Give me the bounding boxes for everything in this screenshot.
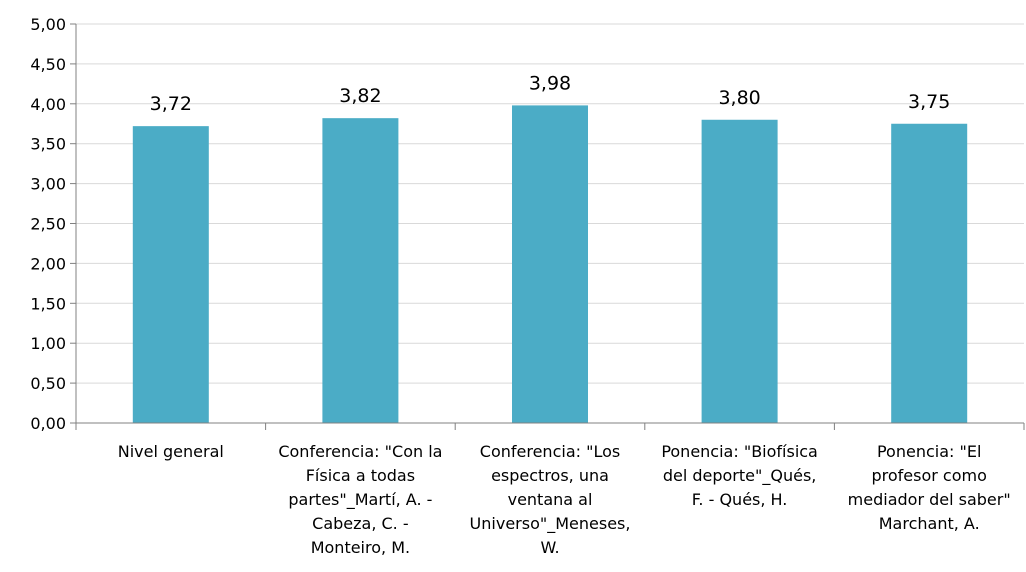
category-label-line: Física a todas <box>306 466 415 485</box>
category-label-line: Ponencia: "El <box>877 442 981 461</box>
y-tick-label: 4,00 <box>30 95 66 114</box>
category-label-line: Universo"_Meneses, <box>470 514 631 534</box>
category-label-line: Cabeza, C. - <box>312 514 408 533</box>
category-label-line: F. - Qués, H. <box>692 490 788 509</box>
bar <box>701 119 778 423</box>
bar <box>512 105 588 423</box>
bar <box>891 123 968 423</box>
y-tick-label: 2,00 <box>30 254 66 273</box>
data-label: 3,72 <box>150 93 192 115</box>
y-tick-label: 0,00 <box>30 414 66 433</box>
data-label: 3,98 <box>529 72 571 94</box>
y-tick-label: 2,50 <box>30 215 66 234</box>
axes <box>70 23 1025 430</box>
bars <box>132 105 968 424</box>
category-label-line: W. <box>540 538 559 557</box>
category-label-line: Ponencia: "Biofísica <box>661 442 818 461</box>
category-label-line: del deporte"_Qués, <box>663 466 817 486</box>
category-label-line: mediador del saber" <box>848 490 1011 509</box>
category-label: Ponencia: "El profesor como mediador del s… <box>848 442 1011 533</box>
bar <box>322 118 399 423</box>
category-label: Nivel general <box>118 442 224 461</box>
category-label: Conferencia: "Con la Física a todas partes… <box>278 442 442 557</box>
category-label-line: Conferencia: "Los <box>480 442 620 461</box>
category-label-line: espectros, una <box>491 466 609 485</box>
category-label: Conferencia: "Los espectros, una ventana a… <box>470 442 631 557</box>
y-tick-label: 5,00 <box>30 15 66 34</box>
data-label: 3,80 <box>718 87 760 109</box>
y-tick-label: 3,50 <box>30 135 66 154</box>
category-labels: Nivel general Conferencia: "Con la Física … <box>118 442 1011 557</box>
data-label: 3,82 <box>339 85 381 107</box>
y-axis-tick-labels: 0,00 0,50 1,00 1,50 2,00 2,50 3,00 3,50 4,00 4,50… <box>30 15 66 433</box>
bar <box>132 126 209 424</box>
category-label-line: Nivel general <box>118 442 224 461</box>
category-label-line: profesor como <box>871 466 986 485</box>
category-label-line: Marchant, A. <box>879 514 980 533</box>
y-tick-label: 0,50 <box>30 374 66 393</box>
category-label-line: ventana al <box>508 490 593 509</box>
y-tick-label: 1,50 <box>30 294 66 313</box>
category-label-line: Conferencia: "Con la <box>278 442 442 461</box>
data-label: 3,75 <box>908 91 950 113</box>
data-labels: 3,72 3,82 3,98 3,80 3,75 <box>150 72 951 115</box>
category-label-line: Monteiro, M. <box>311 538 410 557</box>
y-tick-label: 1,00 <box>30 334 66 353</box>
category-label-line: partes"_Martí, A. - <box>288 490 432 510</box>
y-tick-label: 3,00 <box>30 175 66 194</box>
y-tick-label: 4,50 <box>30 55 66 74</box>
category-label: Ponencia: "Biofísica del deporte"_Qués, F.… <box>661 442 818 509</box>
